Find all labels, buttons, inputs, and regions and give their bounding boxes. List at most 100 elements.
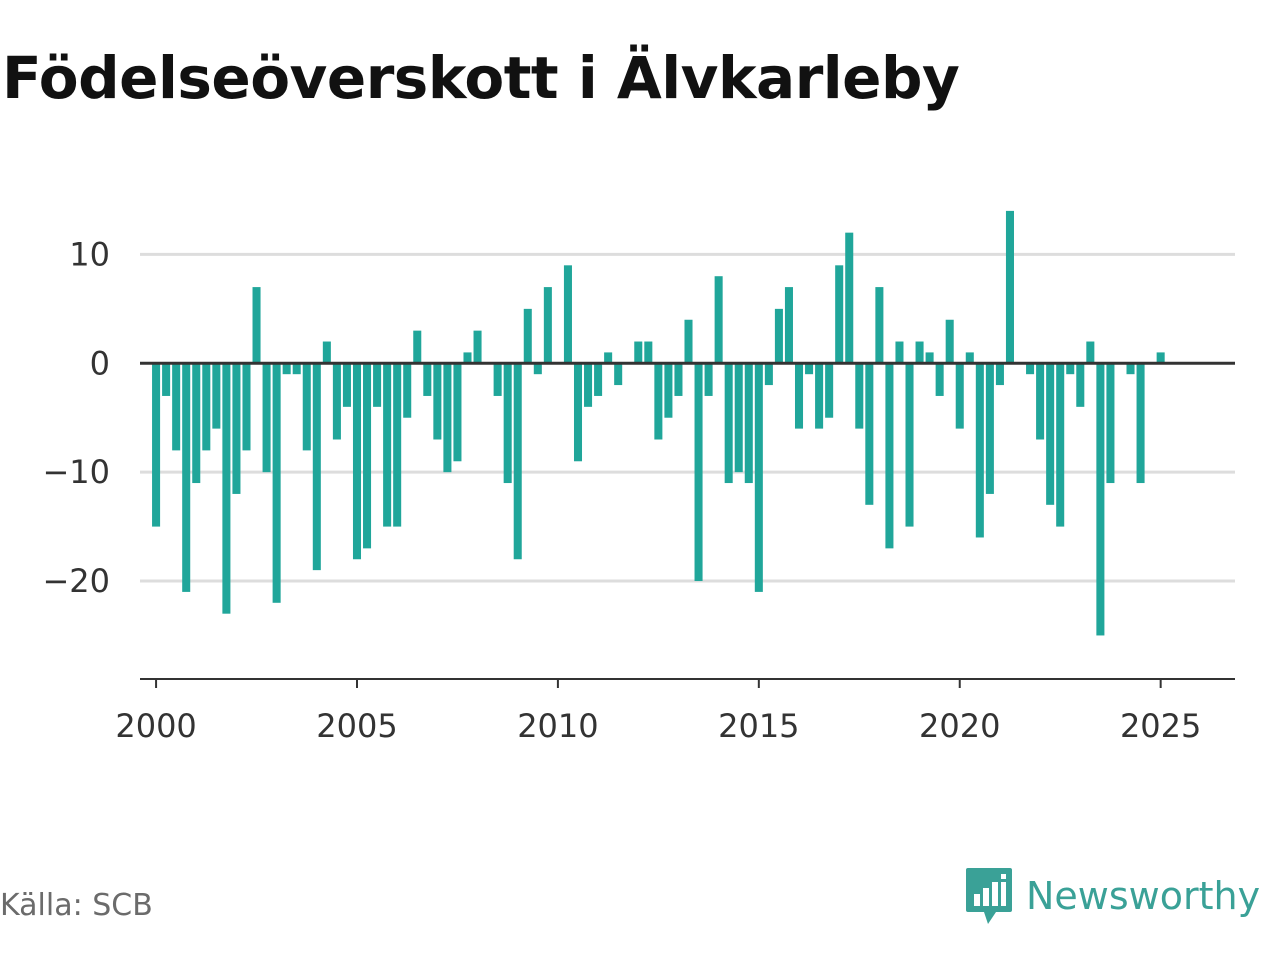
bar [885, 363, 894, 549]
bar [945, 319, 954, 364]
bar [363, 363, 372, 549]
bar [865, 363, 874, 505]
bar [342, 363, 351, 407]
bar [473, 330, 482, 364]
bar [845, 232, 854, 364]
x-tick-label: 2000 [115, 707, 196, 745]
bar [995, 363, 1004, 386]
bar [393, 363, 402, 527]
bar [634, 341, 643, 364]
bar [674, 363, 683, 396]
bar [825, 363, 834, 418]
bar [1156, 352, 1165, 364]
bar [684, 319, 693, 364]
x-tick-label: 2025 [1120, 707, 1201, 745]
bar [925, 352, 934, 364]
bar [764, 363, 773, 386]
bar [1076, 363, 1085, 407]
bar [152, 363, 161, 527]
bar [644, 341, 653, 364]
x-tick-label: 2005 [316, 707, 397, 745]
bar [302, 363, 311, 451]
y-tick-label: −10 [42, 453, 110, 491]
brand-logo: Newsworthy [964, 866, 1260, 926]
bar [614, 363, 623, 386]
bar [373, 363, 382, 407]
bar [252, 287, 261, 364]
bar [403, 363, 412, 418]
bar [423, 363, 432, 396]
bar [975, 363, 984, 538]
bar [162, 363, 171, 396]
bar [935, 363, 944, 396]
bar [272, 363, 281, 603]
bar [965, 352, 974, 364]
bar [262, 363, 271, 473]
bar [383, 363, 392, 527]
bar [1036, 363, 1045, 440]
bar [282, 363, 291, 375]
bar [1066, 363, 1075, 375]
source-label: Källa: SCB [0, 888, 153, 923]
bar [202, 363, 211, 451]
bar [1096, 363, 1105, 636]
bar [955, 363, 964, 429]
bar [352, 363, 362, 560]
bar [584, 363, 593, 407]
bar [172, 363, 181, 451]
bar [985, 363, 994, 494]
bar [744, 363, 753, 484]
bar [1086, 341, 1095, 364]
bar [905, 363, 914, 527]
y-tick-label: 0 [90, 344, 110, 382]
bar [915, 341, 924, 364]
bar [654, 363, 663, 440]
bar [463, 352, 472, 364]
bar [875, 287, 884, 364]
bar [815, 363, 824, 429]
bar [222, 363, 231, 614]
bar [573, 363, 583, 462]
bar [503, 363, 512, 484]
bar [604, 352, 613, 364]
bar [322, 341, 331, 364]
bar [1106, 363, 1115, 484]
bar [704, 363, 713, 396]
bar [664, 363, 673, 418]
bars [152, 210, 1165, 636]
chart-title: Födelseöverskott i Älvkarleby [2, 44, 960, 112]
x-tick-label: 2010 [517, 707, 598, 745]
bar [533, 363, 542, 375]
bar [835, 265, 844, 364]
brand-name: Newsworthy [1026, 874, 1261, 918]
bar [312, 363, 321, 571]
bar [1046, 363, 1055, 505]
chart-speech-bubble-icon [966, 868, 1012, 924]
x-tick-label: 2020 [919, 707, 1000, 745]
bar [1005, 210, 1014, 364]
bar [774, 308, 783, 364]
bar [724, 363, 733, 484]
bar [694, 363, 703, 582]
bar [453, 363, 462, 462]
bar [523, 308, 532, 364]
bar [563, 265, 572, 364]
bar [1056, 363, 1065, 527]
bar [543, 287, 552, 364]
bar [714, 276, 723, 364]
bar [895, 341, 904, 364]
bar [413, 330, 422, 364]
bar [784, 287, 793, 364]
bar [805, 363, 814, 375]
bar [433, 363, 442, 440]
bar [855, 363, 864, 429]
bar [1126, 363, 1135, 375]
bar [443, 363, 452, 473]
bar [513, 363, 522, 560]
bar [594, 363, 603, 396]
bar [754, 363, 763, 592]
bar [794, 363, 804, 429]
axes: 10 0 −10 −20 2000 2005 2010 2015 2020 2025 [42, 235, 1235, 745]
bar [232, 363, 241, 494]
